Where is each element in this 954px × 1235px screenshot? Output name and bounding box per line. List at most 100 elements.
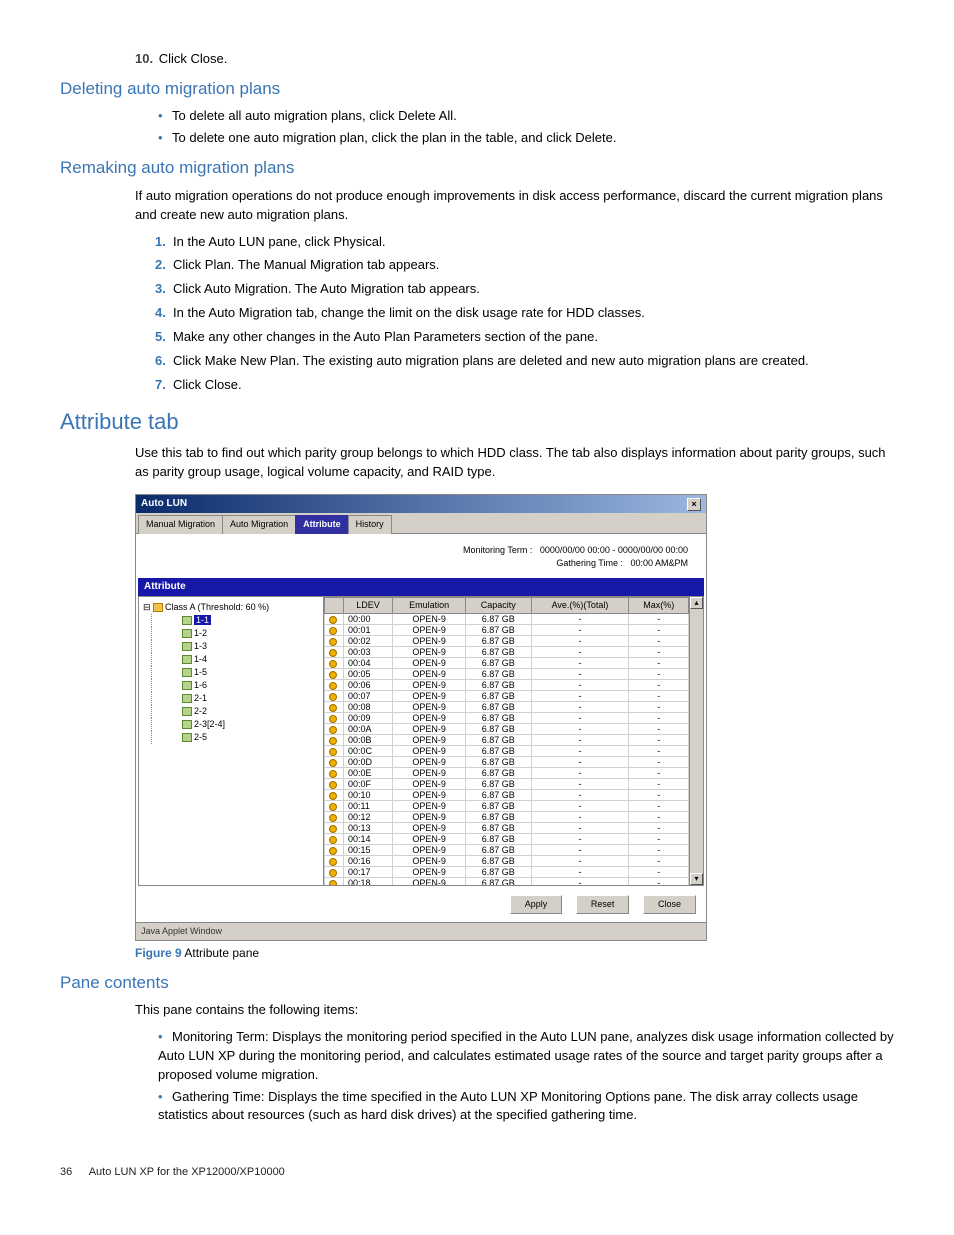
step-item: Click Close. [155, 376, 894, 395]
table-row[interactable]: 00:00OPEN-96.87 GB-- [325, 614, 703, 625]
step-number: 10. [135, 51, 153, 66]
tree-pane[interactable]: ⊟ Class A (Threshold: 60 %) 1-11-21-31-4… [139, 597, 324, 885]
table-row[interactable]: 00:17OPEN-96.87 GB-- [325, 867, 703, 878]
tree-item[interactable]: 2-2 [151, 705, 319, 718]
tree-item[interactable]: 1-5 [151, 666, 319, 679]
row-icon [329, 759, 337, 767]
node-icon [182, 733, 192, 742]
scroll-down-icon[interactable]: ▾ [690, 873, 703, 885]
row-icon [329, 682, 337, 690]
tree-item[interactable]: 1-1 [151, 614, 319, 627]
monitoring-value: 0000/00/00 00:00 - 0000/00/00 00:00 [540, 545, 688, 555]
tab-auto-migration[interactable]: Auto Migration [222, 515, 296, 533]
row-icon [329, 869, 337, 877]
tree-root[interactable]: ⊟ Class A (Threshold: 60 %) [143, 601, 319, 614]
column-header[interactable]: LDEV [344, 598, 393, 614]
table-row[interactable]: 00:03OPEN-96.87 GB-- [325, 647, 703, 658]
remake-steps: In the Auto LUN pane, click Physical.Cli… [155, 233, 894, 395]
tab-manual-migration[interactable]: Manual Migration [138, 515, 223, 533]
row-icon [329, 693, 337, 701]
column-header[interactable]: Max(%) [629, 598, 689, 614]
table-row[interactable]: 00:05OPEN-96.87 GB-- [325, 669, 703, 680]
pane-bullets: Monitoring Term: Displays the monitoring… [158, 1028, 894, 1125]
heading-attribute-tab: Attribute tab [60, 406, 894, 438]
node-icon [182, 642, 192, 651]
node-icon [182, 681, 192, 690]
row-icon [329, 803, 337, 811]
table-row[interactable]: 00:0FOPEN-96.87 GB-- [325, 779, 703, 790]
table-row[interactable]: 00:04OPEN-96.87 GB-- [325, 658, 703, 669]
tree-item[interactable]: 2-3[2-4] [151, 718, 319, 731]
heading-remaking: Remaking auto migration plans [60, 156, 894, 181]
scroll-up-icon[interactable]: ▴ [690, 597, 703, 609]
table-row[interactable]: 00:09OPEN-96.87 GB-- [325, 713, 703, 724]
close-icon[interactable]: × [687, 498, 701, 511]
tab-history[interactable]: History [348, 515, 392, 533]
table-row[interactable]: 00:07OPEN-96.87 GB-- [325, 691, 703, 702]
step-item: Click Make New Plan. The existing auto m… [155, 352, 894, 371]
row-icon [329, 616, 337, 624]
table-row[interactable]: 00:02OPEN-96.87 GB-- [325, 636, 703, 647]
list-item: Monitoring Term: Displays the monitoring… [158, 1028, 894, 1085]
tree-item[interactable]: 2-1 [151, 692, 319, 705]
tree-item[interactable]: 2-5 [151, 731, 319, 744]
row-icon [329, 715, 337, 723]
page-number: 36 [60, 1166, 72, 1178]
step-item: In the Auto Migration tab, change the li… [155, 304, 894, 323]
table-row[interactable]: 00:0BOPEN-96.87 GB-- [325, 735, 703, 746]
table-row[interactable]: 00:10OPEN-96.87 GB-- [325, 790, 703, 801]
list-item: Gathering Time: Displays the time specif… [158, 1088, 894, 1126]
tree-item[interactable]: 1-4 [151, 653, 319, 666]
heading-pane-contents: Pane contents [60, 971, 894, 996]
tree-item[interactable]: 1-6 [151, 679, 319, 692]
column-header[interactable]: Capacity [466, 598, 531, 614]
vertical-scrollbar[interactable]: ▴ ▾ [689, 597, 703, 885]
tab-attribute[interactable]: Attribute [295, 515, 349, 533]
row-icon [329, 814, 337, 822]
table-row[interactable]: 00:0EOPEN-96.87 GB-- [325, 768, 703, 779]
row-icon [329, 847, 337, 855]
table-row[interactable]: 00:12OPEN-96.87 GB-- [325, 812, 703, 823]
row-icon [329, 649, 337, 657]
node-icon [182, 668, 192, 677]
row-icon [329, 858, 337, 866]
page-footer: 36 Auto LUN XP for the XP12000/XP10000 [60, 1165, 894, 1181]
table-row[interactable]: 00:18OPEN-96.87 GB-- [325, 878, 703, 885]
footer-text: Auto LUN XP for the XP12000/XP10000 [89, 1166, 285, 1178]
table-row[interactable]: 00:0DOPEN-96.87 GB-- [325, 757, 703, 768]
node-icon [182, 629, 192, 638]
row-icon [329, 737, 337, 745]
step-item: Click Plan. The Manual Migration tab app… [155, 256, 894, 275]
list-item: To delete all auto migration plans, clic… [158, 107, 894, 126]
status-bar: Java Applet Window [136, 922, 706, 940]
figure-caption: Figure 9 Attribute pane [135, 945, 894, 962]
heading-deleting: Deleting auto migration plans [60, 77, 894, 102]
row-icon [329, 748, 337, 756]
remake-intro: If auto migration operations do not prod… [135, 187, 894, 225]
table-row[interactable]: 00:0AOPEN-96.87 GB-- [325, 724, 703, 735]
step-text: Click Close. [159, 51, 228, 66]
attribute-intro: Use this tab to find out which parity gr… [135, 444, 894, 482]
table-row[interactable]: 00:15OPEN-96.87 GB-- [325, 845, 703, 856]
column-header[interactable]: Emulation [393, 598, 466, 614]
section-bar: Attribute [138, 578, 704, 597]
table-row[interactable]: 00:0COPEN-96.87 GB-- [325, 746, 703, 757]
table-row[interactable]: 00:08OPEN-96.87 GB-- [325, 702, 703, 713]
table-row[interactable]: 00:16OPEN-96.87 GB-- [325, 856, 703, 867]
column-header[interactable]: Ave.(%)(Total) [531, 598, 629, 614]
close-button[interactable]: Close [643, 895, 696, 914]
tree-item[interactable]: 1-2 [151, 627, 319, 640]
table-row[interactable]: 00:14OPEN-96.87 GB-- [325, 834, 703, 845]
table-row[interactable]: 00:11OPEN-96.87 GB-- [325, 801, 703, 812]
row-icon [329, 836, 337, 844]
apply-button[interactable]: Apply [510, 895, 563, 914]
table-row[interactable]: 00:06OPEN-96.87 GB-- [325, 680, 703, 691]
tree-item[interactable]: 1-3 [151, 640, 319, 653]
gathering-value: 00:00 AM&PM [630, 558, 688, 568]
row-icon [329, 792, 337, 800]
table-row[interactable]: 00:13OPEN-96.87 GB-- [325, 823, 703, 834]
reset-button[interactable]: Reset [576, 895, 630, 914]
table-row[interactable]: 00:01OPEN-96.87 GB-- [325, 625, 703, 636]
monitoring-label: Monitoring Term : [463, 544, 532, 557]
node-icon [182, 720, 192, 729]
